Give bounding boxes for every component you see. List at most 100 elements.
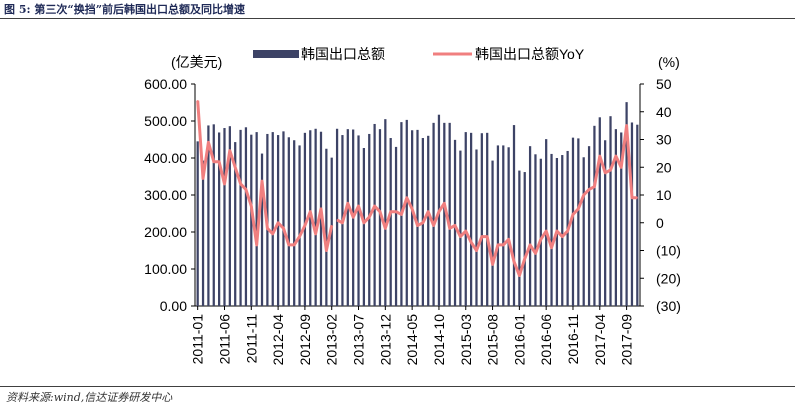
x-tick-label: 2011-11 (243, 314, 259, 364)
export-bar (368, 133, 371, 306)
yoy-point (572, 213, 574, 216)
yoy-point (465, 230, 467, 232)
export-bar (636, 124, 639, 306)
export-bar (539, 158, 542, 306)
export-bar (309, 130, 312, 306)
export-bar (223, 128, 226, 306)
right-axis-ticks: 50 40 30 20 10 0 (10) (20) (30) (640, 76, 681, 314)
yoy-point (368, 216, 370, 218)
export-bar (293, 140, 296, 306)
export-bar (303, 132, 307, 306)
right-tick-label: (20) (656, 270, 681, 286)
right-tick-label: (30) (656, 298, 681, 314)
export-bar (464, 132, 467, 306)
export-bar (528, 146, 532, 306)
legend-line-label: 韩国出口总额YoY (475, 46, 585, 62)
export-bar (486, 132, 489, 306)
left-tick-label: 0.00 (160, 298, 187, 314)
export-bar (218, 132, 221, 306)
yoy-point (223, 183, 226, 185)
export-bar (432, 122, 435, 306)
export-bar (577, 138, 580, 306)
right-tick-label: 40 (656, 104, 672, 120)
yoy-point (491, 263, 494, 265)
export-bar (496, 145, 500, 306)
export-bar (550, 153, 553, 306)
yoy-point (266, 227, 268, 229)
yoy-point (609, 169, 612, 171)
export-bar (362, 148, 366, 306)
export-bar (604, 140, 607, 306)
left-tick-label: 300.00 (144, 187, 187, 203)
yoy-point (288, 244, 290, 246)
export-bar (593, 125, 596, 306)
left-tick-label: 500.00 (144, 113, 187, 129)
x-tick-label: 2016-01 (511, 314, 527, 366)
yoy-point (422, 222, 424, 224)
yoy-point (620, 166, 622, 168)
yoy-point (583, 194, 585, 196)
export-bar (207, 125, 210, 306)
yoy-point (320, 208, 322, 210)
export-bar (346, 129, 349, 306)
yoy-point (615, 155, 617, 157)
export-bar (255, 132, 258, 306)
x-tick-label: 2016-11 (565, 314, 581, 365)
yoy-point (524, 258, 526, 260)
x-tick-label: 2011-06 (216, 314, 232, 365)
yoy-point (400, 213, 403, 216)
left-tick-label: 600.00 (144, 76, 187, 92)
yoy-point (481, 236, 483, 238)
x-tick-label: 2012-04 (270, 314, 286, 366)
export-bar (475, 149, 478, 306)
export-bar (459, 150, 462, 306)
yoy-point (261, 180, 263, 182)
export-bar (212, 124, 215, 306)
export-bar (502, 145, 505, 306)
export-bar (394, 146, 398, 306)
yoy-point (315, 233, 317, 235)
yoy-point (250, 205, 252, 207)
yoy-point (432, 224, 435, 227)
top-rule (0, 18, 795, 19)
left-axis-ticks: 600.00 500.00 400.00 300.00 200.00 100.00 0.00 (144, 76, 195, 314)
yoy-point (427, 211, 429, 213)
right-tick-label: 20 (656, 159, 672, 175)
yoy-point (298, 236, 301, 238)
yoy-point (513, 261, 515, 263)
export-bar (201, 160, 205, 306)
right-tick-label: 10 (656, 187, 672, 203)
export-bar (582, 157, 585, 306)
export-bar (228, 126, 231, 307)
yoy-point (454, 224, 456, 227)
yoy-point (277, 222, 279, 224)
yoy-point (416, 224, 419, 227)
right-tick-label: 30 (656, 132, 672, 148)
left-tick-label: 100.00 (144, 261, 187, 277)
figure-title: 图 5: 第三次“换挡”前后韩国出口总额及同比增速 (4, 3, 246, 16)
x-tick-label: 2014-10 (431, 314, 447, 366)
yoy-point (459, 236, 461, 238)
export-bar (480, 133, 483, 306)
yoy-point (556, 230, 558, 232)
yoy-point (631, 197, 633, 199)
yoy-point (529, 244, 531, 246)
export-bar (416, 129, 419, 306)
right-tick-label: 0 (656, 215, 664, 231)
source-note: 资料来源:wind,信达证券研发中心 (6, 391, 173, 404)
right-tick-label: (10) (656, 243, 681, 259)
yoy-point (347, 202, 349, 204)
x-tick-label: 2015-03 (458, 314, 474, 366)
export-bar (234, 142, 237, 306)
export-bar (571, 137, 575, 306)
right-axis-unit: (%) (658, 54, 680, 70)
x-tick-label: 2012-09 (297, 314, 313, 366)
yoy-point (625, 125, 628, 127)
yoy-point (309, 211, 311, 213)
yoy-point (229, 150, 231, 152)
export-bar (620, 132, 623, 306)
yoy-point (502, 244, 504, 246)
yoy-point (384, 227, 386, 229)
export-bar (523, 172, 526, 306)
